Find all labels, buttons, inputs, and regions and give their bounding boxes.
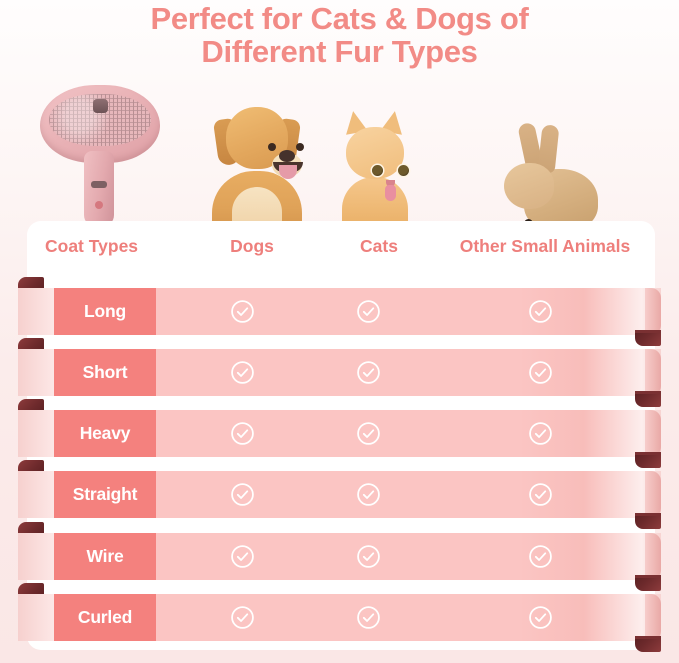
check-circle-icon [230,605,255,630]
check-circle-icon [528,544,553,569]
ribbon-tip-right [645,288,661,335]
ribbon-tip-right [645,349,661,396]
check-circle-icon [230,421,255,446]
page-title-line-1: Perfect for Cats & Dogs of [150,1,529,36]
row-label-text: Heavy [79,423,131,443]
check-circle-icon [230,482,255,507]
table-row: Long [0,277,679,346]
cat-eye-right [398,165,409,176]
ribbon-fold-right [635,575,661,591]
row-label-short: Short [54,349,156,396]
check-circle-icon [356,544,381,569]
cat-eye-left [372,165,383,176]
row-label-long: Long [54,288,156,335]
table-row: Wire [0,522,679,591]
column-header-coat-types: Coat Types [45,236,139,256]
row-label-wire: Wire [54,533,156,580]
cat-tongue [385,185,396,201]
check-circle-icon [230,360,255,385]
check-circle-icon [528,421,553,446]
row-label-curled: Curled [54,594,156,641]
check-circle-icon [356,360,381,385]
ribbon-fold-right [635,452,661,468]
ribbon-tip-right [645,410,661,457]
brush-indicator-light [95,201,103,209]
column-header-dogs: Dogs [230,236,274,256]
check-circle-icon [230,299,255,324]
cat-image [330,105,420,233]
row-label-heavy: Heavy [54,410,156,457]
row-label-text: Short [82,362,128,382]
check-circle-icon [356,605,381,630]
row-label-text: Straight [72,484,138,504]
table-row: Short [0,338,679,407]
table-row: Curled [0,583,679,652]
ribbon-fold-right [635,513,661,529]
table-header-row: Coat Types Dogs Cats Other Small Animals [27,221,655,277]
page-title: Perfect for Cats & Dogs of Different Fur… [0,2,679,68]
check-circle-icon [528,299,553,324]
rabbit-image [498,121,602,240]
ribbon-tip-right [645,471,661,518]
brush-handle [84,151,114,227]
column-header-other-small-animals: Other Small Animals [459,236,631,256]
ribbon-tip-right [645,533,661,580]
brush-slot [91,181,107,188]
dog-nose [279,150,295,162]
brush-button [93,99,108,113]
cat-head [346,127,409,201]
hero-image-band [0,78,679,240]
brush-head [40,85,160,163]
row-label-text: Curled [77,607,133,627]
check-circle-icon [356,421,381,446]
check-circle-icon [528,360,553,385]
coat-type-comparison-table: Coat Types Dogs Cats Other Small Animals… [18,221,661,652]
column-header-cats: Cats [360,236,398,256]
dog-eye-right [296,143,304,151]
ribbon-tip-right [645,594,661,641]
check-circle-icon [528,482,553,507]
ribbon-fold-right [635,391,661,407]
check-circle-icon [356,299,381,324]
page-title-line-2: Different Fur Types [201,34,478,69]
check-circle-icon [356,482,381,507]
ribbon-fold-right [635,636,661,652]
pet-grooming-brush-image [40,85,160,227]
ribbon-fold-right [635,330,661,346]
cat-nose [386,180,395,187]
dog-eye-left [268,143,276,151]
row-label-straight: Straight [54,471,156,518]
table-row: Straight [0,460,679,529]
dog-image [196,93,316,233]
rabbit-head [504,163,554,240]
row-label-text: Long [84,301,126,321]
row-label-text: Wire [86,546,124,566]
dog-tongue [279,165,297,179]
table-row: Heavy [0,399,679,468]
check-circle-icon [528,605,553,630]
dog-head [226,107,304,179]
check-circle-icon [230,544,255,569]
